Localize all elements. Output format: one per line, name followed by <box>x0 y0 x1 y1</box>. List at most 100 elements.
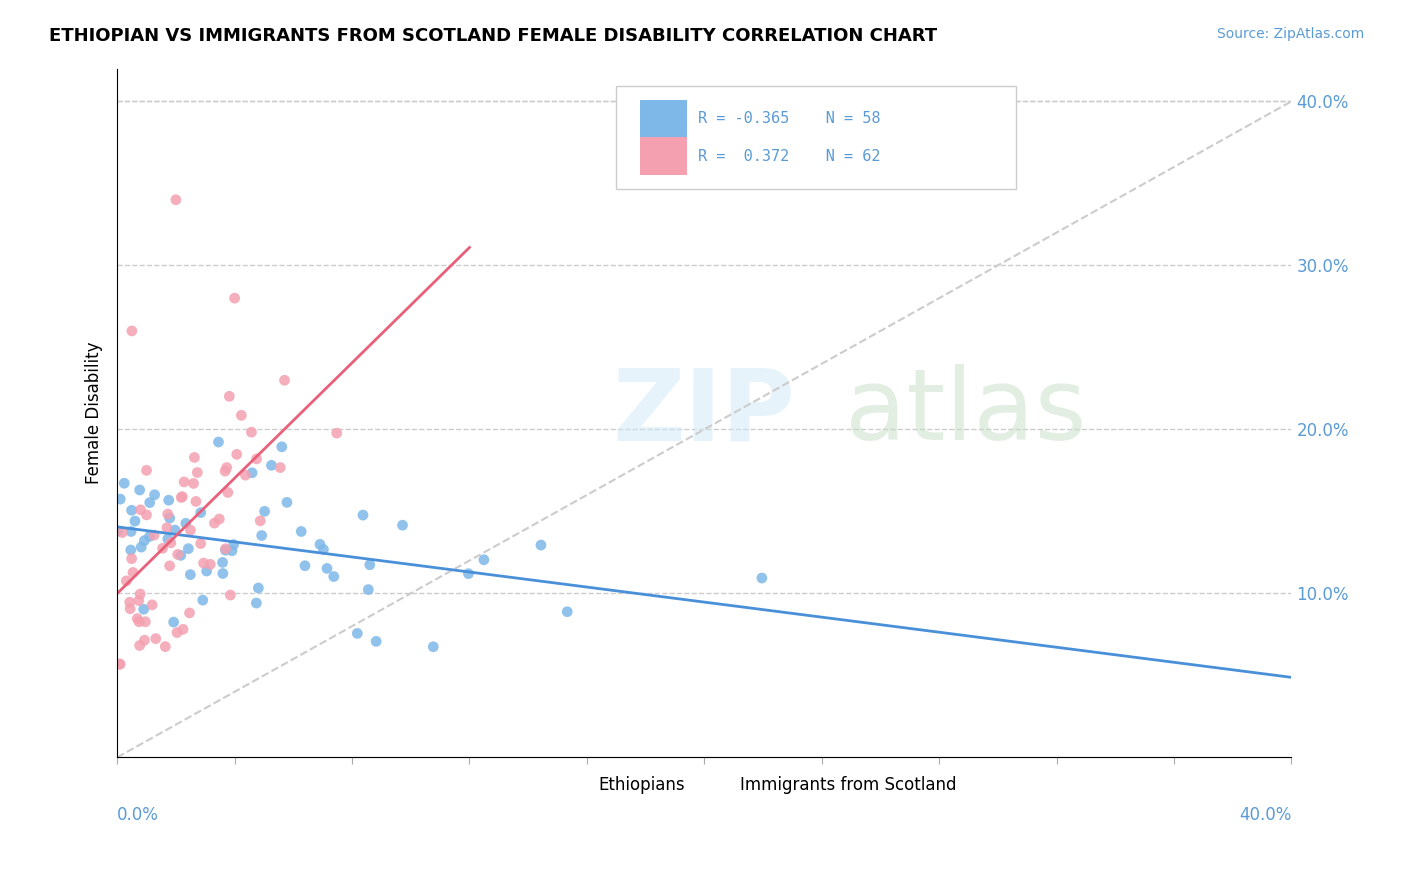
Point <box>231 409 253 423</box>
Point <box>269 460 291 475</box>
Point <box>472 553 495 567</box>
Point <box>214 464 236 478</box>
Point <box>240 466 263 480</box>
Point <box>245 596 267 610</box>
Point <box>108 657 131 672</box>
Point <box>173 475 195 489</box>
Point <box>751 571 773 585</box>
Point <box>208 512 231 526</box>
Point <box>179 523 201 537</box>
Point <box>159 536 181 550</box>
Point <box>190 506 212 520</box>
Point <box>214 541 236 556</box>
Point <box>112 476 135 491</box>
Point <box>290 524 312 539</box>
Point <box>219 588 242 602</box>
Point <box>129 587 152 601</box>
Point <box>200 558 222 572</box>
Point <box>172 623 194 637</box>
Text: ZIP: ZIP <box>613 365 796 461</box>
Point <box>155 640 177 654</box>
Point <box>276 495 298 509</box>
Point <box>322 569 344 583</box>
Point <box>177 541 200 556</box>
Point <box>134 633 156 648</box>
Point <box>245 451 267 466</box>
Point <box>156 507 179 521</box>
Point <box>129 503 152 517</box>
Point <box>357 582 380 597</box>
Text: Immigrants from Scotland: Immigrants from Scotland <box>740 776 956 794</box>
Point <box>555 605 578 619</box>
Point <box>121 324 143 338</box>
Point <box>366 634 388 648</box>
Point <box>309 537 332 551</box>
Point <box>195 564 218 578</box>
Point <box>128 615 150 629</box>
Point <box>159 511 181 525</box>
Point <box>235 468 257 483</box>
Point <box>143 528 166 542</box>
Point <box>224 291 246 305</box>
Point <box>128 593 150 607</box>
Point <box>183 476 205 491</box>
Point <box>163 523 186 537</box>
Point <box>152 541 174 556</box>
Point <box>359 558 381 572</box>
Point <box>457 566 479 581</box>
Point <box>134 615 156 629</box>
Point <box>179 606 201 620</box>
Point <box>127 612 149 626</box>
Text: atlas: atlas <box>845 365 1087 461</box>
Point <box>312 542 335 557</box>
Point <box>121 503 143 517</box>
Text: Source: ZipAtlas.com: Source: ZipAtlas.com <box>1216 27 1364 41</box>
Point <box>217 485 239 500</box>
Point <box>139 495 162 509</box>
Text: R =  0.372    N = 62: R = 0.372 N = 62 <box>699 149 882 164</box>
Point <box>253 504 276 518</box>
Point <box>221 543 243 558</box>
Point <box>166 548 188 562</box>
Point <box>391 518 413 533</box>
Point <box>346 626 368 640</box>
Point <box>170 549 193 563</box>
Point <box>120 543 142 558</box>
Point <box>183 450 205 465</box>
Point <box>110 492 132 507</box>
Point <box>121 551 143 566</box>
Point <box>141 598 163 612</box>
Point <box>129 540 152 554</box>
Point <box>215 460 238 475</box>
Point <box>135 508 157 522</box>
Point <box>211 566 233 581</box>
Point <box>134 533 156 548</box>
Point <box>207 435 229 450</box>
Point <box>174 516 197 531</box>
Bar <box>564 774 593 796</box>
Point <box>156 521 179 535</box>
Point <box>270 440 292 454</box>
Point <box>184 494 207 508</box>
Point <box>135 463 157 477</box>
Point <box>190 536 212 550</box>
Point <box>108 657 131 671</box>
Point <box>325 426 347 441</box>
Point <box>128 639 150 653</box>
Point <box>124 514 146 528</box>
Point <box>128 483 150 497</box>
Point <box>165 193 187 207</box>
Point <box>120 601 142 615</box>
Point <box>225 447 247 461</box>
Point <box>156 532 179 546</box>
Text: 40.0%: 40.0% <box>1239 805 1292 823</box>
Point <box>193 556 215 570</box>
Y-axis label: Female Disability: Female Disability <box>86 342 103 484</box>
Point <box>159 558 181 573</box>
Text: R = -0.365    N = 58: R = -0.365 N = 58 <box>699 112 882 127</box>
Text: Ethiopians: Ethiopians <box>599 776 685 794</box>
Point <box>294 558 316 573</box>
Point <box>132 602 155 616</box>
Point <box>247 581 270 595</box>
Point <box>170 491 193 505</box>
